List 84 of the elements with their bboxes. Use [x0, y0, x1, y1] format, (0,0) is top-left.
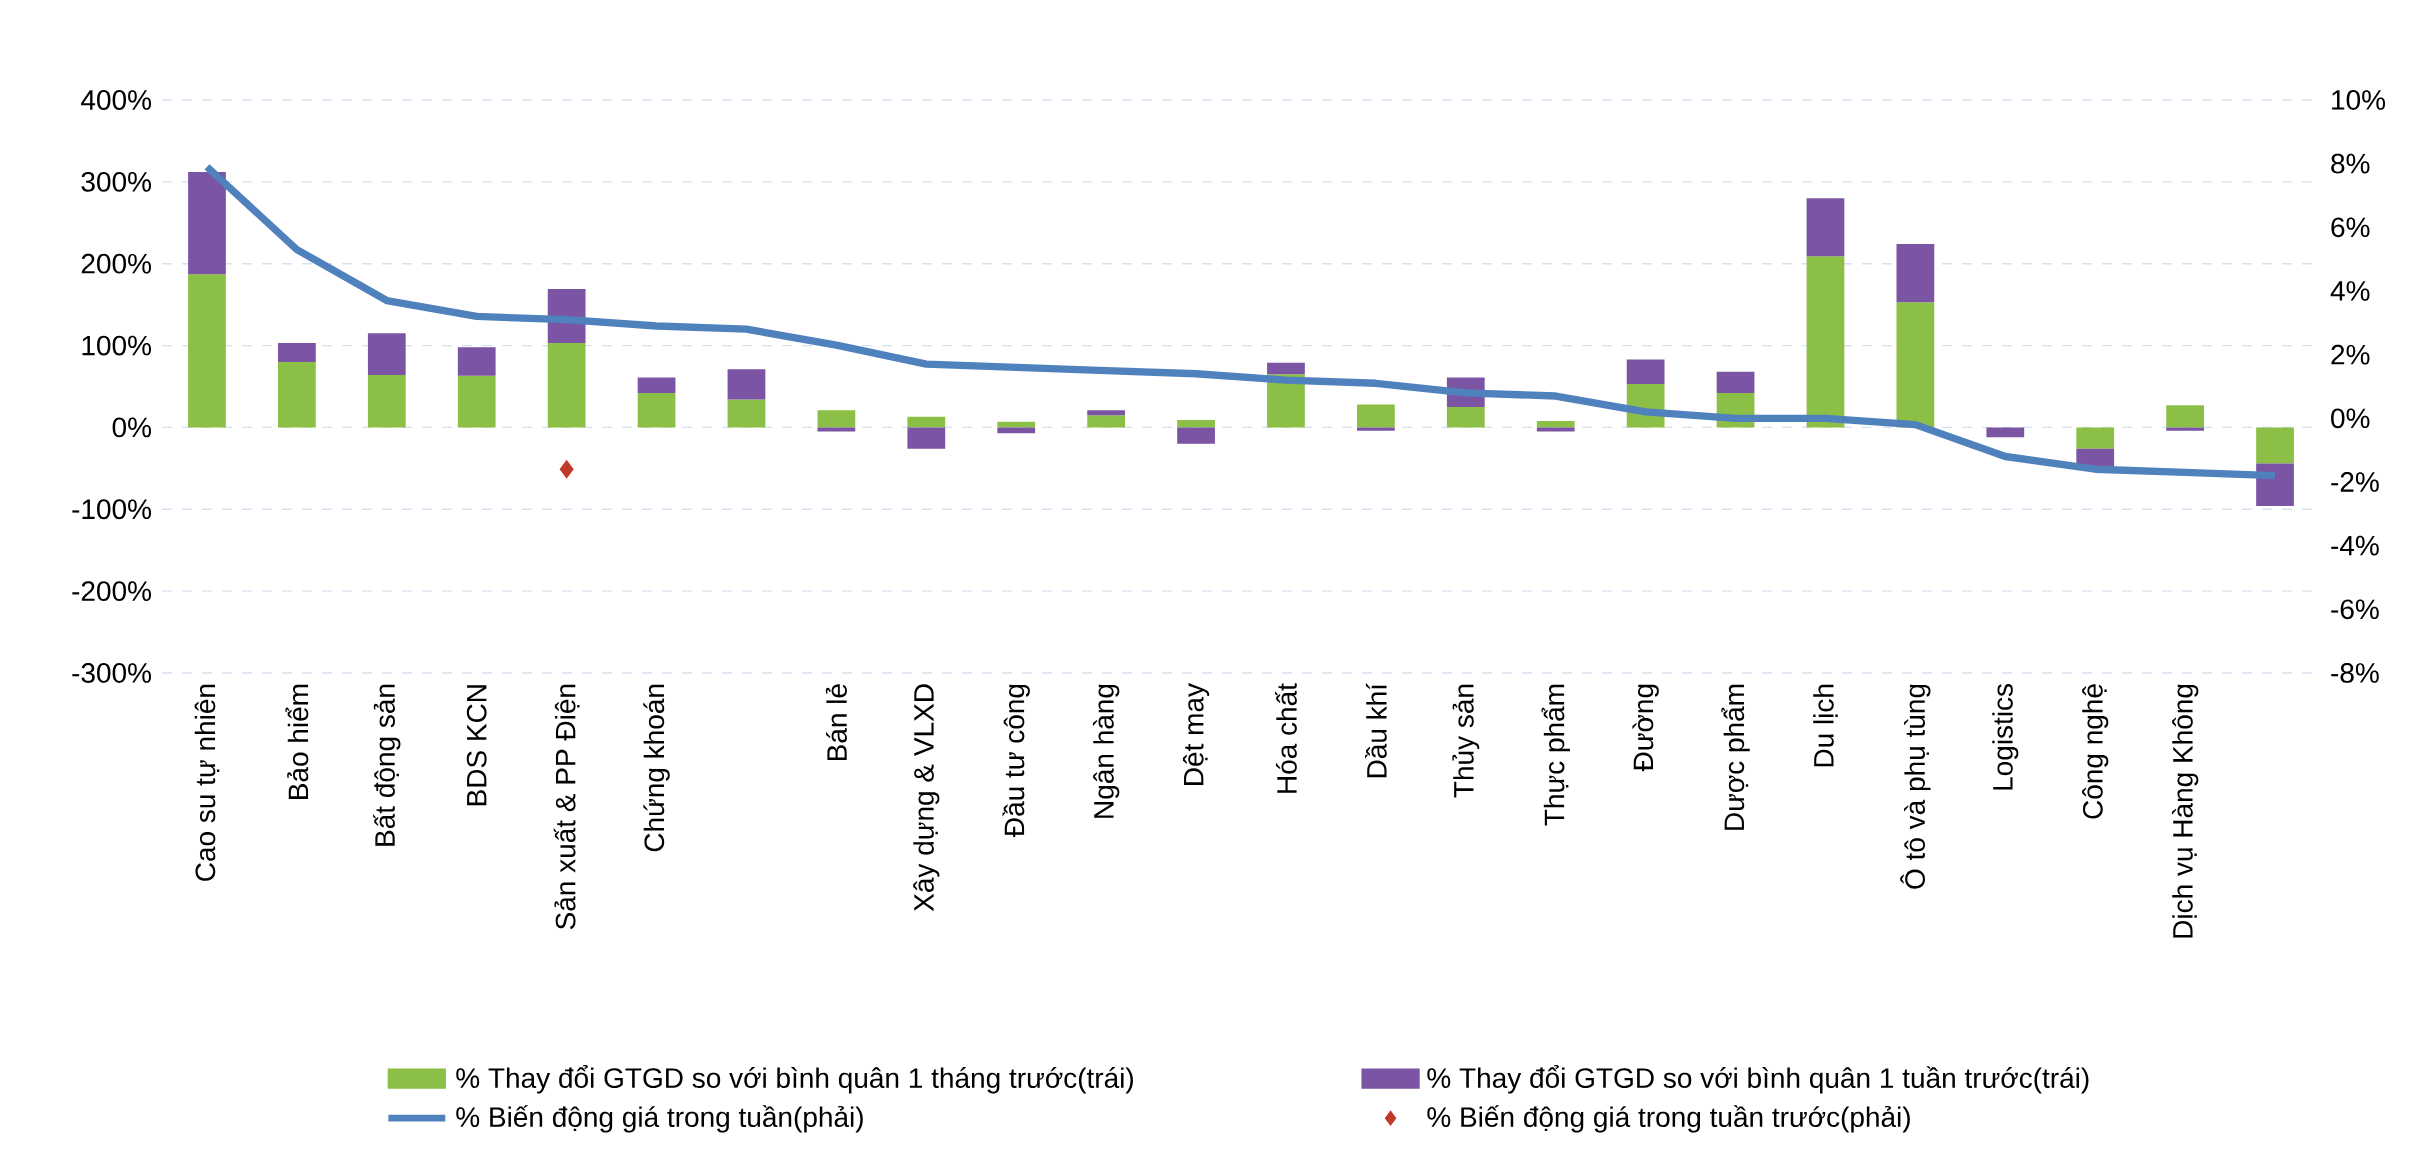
bar — [457, 375, 496, 428]
bar — [1536, 427, 1575, 432]
bar — [547, 343, 586, 428]
bar — [188, 274, 226, 428]
y2-tick-label: 4% — [2330, 281, 2370, 301]
bar — [817, 410, 856, 428]
bar — [1626, 359, 1665, 385]
y2-tick-label: -8% — [2331, 663, 2379, 683]
bar — [1177, 427, 1215, 444]
bar — [637, 377, 676, 394]
bar — [1896, 244, 1935, 303]
bar — [367, 333, 406, 376]
bar — [727, 399, 766, 428]
x-tick-label: Thực phẩm — [1541, 684, 1570, 826]
y-tick-label: -200% — [72, 581, 151, 602]
y2-tick-label: -6% — [2331, 599, 2379, 620]
bar — [2256, 427, 2294, 464]
x-tick-label: Dịch vụ Hàng Không — [2171, 684, 2199, 938]
bar — [1536, 420, 1575, 428]
x-tick-label: Ô tô và phụ tùng — [1900, 684, 1931, 889]
x-tick-label: Xây dựng & VLXD — [913, 684, 940, 912]
x-tick-label: Dệt may — [1182, 683, 1210, 785]
bar — [1267, 362, 1305, 375]
y-tick-label: 200% — [81, 253, 151, 274]
bar — [2166, 427, 2205, 431]
y-tick-label: -100% — [72, 499, 151, 520]
bar — [1446, 406, 1485, 428]
y-tick-label: 0% — [112, 417, 151, 438]
x-tick-label: Đường — [1632, 684, 1659, 772]
bar — [1087, 415, 1126, 428]
y2-tick-label: 0% — [2331, 408, 2370, 429]
legend-label: % Biến động giá trong tuần trước(phải) — [1427, 1105, 1910, 1133]
x-tick-label: Ngân hàng — [1092, 684, 1120, 818]
y2-tick-label: -4% — [2331, 535, 2379, 556]
bar — [1986, 427, 2025, 438]
x-tick-label: Dược phẩm — [1721, 684, 1750, 830]
x-tick-label: BDS KCN — [466, 685, 487, 806]
bar — [2256, 463, 2294, 507]
x-tick-label: Công nghệ — [2082, 684, 2109, 819]
y-tick-label: -300% — [72, 663, 151, 683]
y2-tick-label: 2% — [2331, 344, 2370, 365]
bar — [1177, 420, 1215, 428]
bar — [1806, 256, 1845, 428]
y-tick-label: 400% — [81, 90, 151, 110]
y2-tick-label: 8% — [2331, 153, 2370, 174]
bar — [907, 427, 946, 449]
y2-tick-label: -2% — [2331, 472, 2379, 492]
bar — [367, 375, 406, 428]
legend-label: % Thay đổi GTGD so với bình quân 1 tháng trước(trái) — [456, 1065, 1133, 1094]
x-tick-label: Cao su tự nhiên — [194, 684, 220, 881]
bar — [817, 427, 856, 432]
x-tick-label: Logistics — [1992, 683, 2019, 790]
bar — [1896, 302, 1935, 428]
bar — [457, 347, 496, 376]
x-tick-label: Du lịch — [1813, 684, 1838, 767]
bar — [1357, 404, 1395, 428]
bar — [1087, 410, 1126, 416]
bar — [278, 343, 316, 362]
y2-tick-label: 6% — [2331, 217, 2370, 238]
y2-tick-label: 10% — [2332, 90, 2386, 110]
x-tick-label: Thủy sản — [1452, 684, 1480, 798]
bar — [2076, 427, 2115, 449]
legend-label: % Biến động giá trong tuần(phải) — [456, 1105, 863, 1133]
bar — [637, 393, 676, 428]
x-tick-label: Hóa chất — [1275, 683, 1297, 793]
bar — [1716, 371, 1755, 394]
x-tick-label: Chứng khoán — [643, 684, 670, 852]
x-tick-label: Đầu tư công — [1002, 684, 1030, 837]
bar — [907, 416, 946, 428]
legend-label: % Thay đổi GTGD so với bình quân 1 tuần trước(trái) — [1427, 1065, 2089, 1094]
bar — [997, 427, 1036, 434]
bar — [1357, 427, 1395, 431]
x-tick-label: Sản xuất & PP Điện — [553, 684, 580, 930]
bar — [2166, 405, 2205, 428]
bar — [188, 172, 226, 275]
bar — [1806, 198, 1845, 257]
x-tick-label: Bảo hiểm — [285, 684, 309, 799]
x-tick-label: Dầu khí — [1364, 683, 1387, 778]
bar — [278, 361, 316, 428]
x-tick-label: Bán lẻ — [825, 684, 847, 761]
bar — [727, 369, 766, 400]
x-tick-label: Bất động sản — [373, 684, 401, 846]
y-tick-label: 100% — [82, 335, 151, 356]
y-tick-label: 300% — [81, 171, 151, 192]
